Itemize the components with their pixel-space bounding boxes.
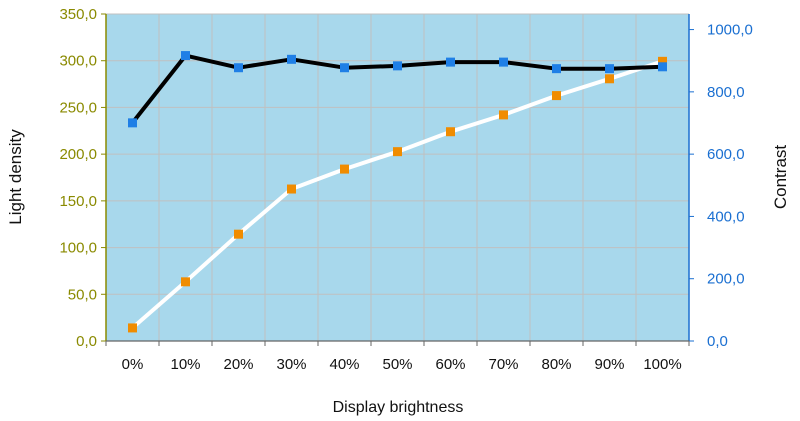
light-density-point — [552, 64, 561, 74]
x-axis-title: Display brightness — [333, 399, 464, 416]
contrast-point — [287, 184, 296, 194]
x-tick-label: 60% — [435, 356, 465, 373]
x-tick-label: 90% — [594, 356, 624, 373]
right-tick-label: 600,0 — [707, 146, 745, 163]
light-density-point — [446, 57, 455, 67]
light-density-point — [128, 118, 137, 128]
contrast-point — [499, 110, 508, 120]
right-axis-tick-labels: 0,0 200,0 400,0 600,0 800,0 1000,0 — [689, 22, 753, 350]
contrast-point — [446, 127, 455, 137]
left-tick-label: 300,0 — [59, 53, 97, 70]
right-axis-title: Contrast — [771, 145, 790, 210]
light-density-point — [181, 51, 190, 61]
light-density-point — [393, 61, 402, 71]
right-tick-label: 1000,0 — [707, 22, 753, 39]
x-tick-label: 70% — [488, 356, 518, 373]
light-density-point — [234, 63, 243, 73]
light-density-point — [658, 62, 667, 72]
contrast-point — [658, 56, 667, 66]
x-tick-label: 0% — [122, 356, 144, 373]
left-tick-label: 50,0 — [68, 286, 97, 303]
left-tick-label: 250,0 — [59, 99, 97, 116]
right-tick-label: 400,0 — [707, 208, 745, 225]
right-tick-label: 200,0 — [707, 271, 745, 288]
contrast-point — [181, 277, 190, 287]
contrast-point — [234, 229, 243, 239]
left-tick-label: 100,0 — [59, 240, 97, 257]
contrast-point — [393, 147, 402, 157]
x-axis-tick-labels: 0% 10% 20% 30% 40% 50% 60% 70% 80% 90% 100% — [105, 341, 690, 373]
contrast-point — [340, 164, 349, 174]
x-tick-label: 80% — [541, 356, 571, 373]
left-axis-tick-labels: 0,0 50,0 100,0 150,0 200,0 250,0 300,0 350,0 — [59, 6, 106, 350]
contrast-point — [605, 74, 614, 84]
contrast-point — [128, 323, 137, 333]
contrast-point — [552, 91, 561, 101]
x-tick-label: 100% — [643, 356, 681, 373]
right-tick-label: 800,0 — [707, 84, 745, 101]
x-tick-label: 30% — [276, 356, 306, 373]
light-density-point — [499, 57, 508, 67]
light-density-point — [287, 54, 296, 64]
right-tick-label: 0,0 — [707, 333, 728, 350]
left-tick-label: 350,0 — [59, 6, 97, 23]
light-density-point — [340, 63, 349, 73]
left-tick-label: 0,0 — [76, 333, 97, 350]
left-tick-label: 200,0 — [59, 146, 97, 163]
axes — [105, 14, 690, 342]
light-density-point — [605, 64, 614, 74]
left-axis-title: Light density — [6, 129, 25, 225]
x-tick-label: 20% — [223, 356, 253, 373]
left-tick-label: 150,0 — [59, 193, 97, 210]
x-tick-label: 40% — [329, 356, 359, 373]
x-tick-label: 50% — [382, 356, 412, 373]
x-tick-label: 10% — [170, 356, 200, 373]
series-layer — [128, 51, 667, 333]
